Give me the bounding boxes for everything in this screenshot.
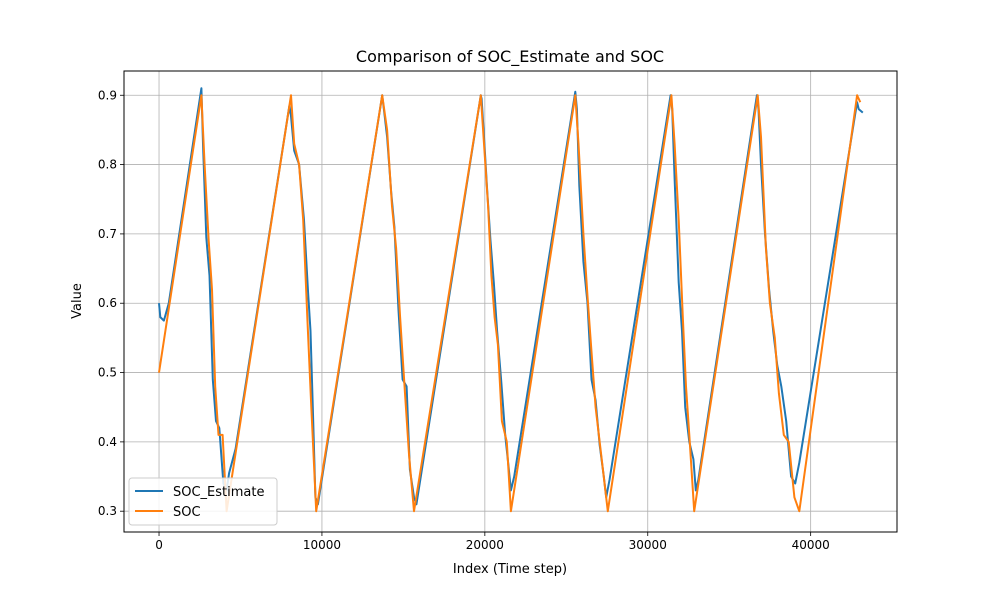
plot-frame bbox=[123, 70, 898, 533]
series-lines bbox=[158, 87, 864, 513]
y-tick-label: 0.8 bbox=[98, 158, 117, 172]
y-axis-label: Value bbox=[70, 283, 85, 319]
y-tick-label: 0.5 bbox=[98, 366, 117, 380]
x-tick-label: 40000 bbox=[792, 538, 830, 552]
legend: SOC_Estimate SOC bbox=[128, 477, 278, 526]
legend-label-soc-estimate: SOC_Estimate bbox=[173, 485, 264, 500]
y-tick-label: 0.3 bbox=[98, 504, 117, 518]
series-line-soc bbox=[158, 94, 862, 513]
x-tick-label: 0 bbox=[155, 538, 163, 552]
y-tick-label: 0.6 bbox=[98, 296, 117, 310]
chart-title: Comparison of SOC_Estimate and SOC bbox=[356, 47, 664, 67]
y-tick-label: 0.7 bbox=[98, 227, 117, 241]
x-axis-label: Index (Time step) bbox=[453, 562, 567, 577]
y-tick-label: 0.9 bbox=[98, 88, 117, 102]
x-tick-label: 20000 bbox=[466, 538, 504, 552]
legend-box bbox=[128, 477, 278, 526]
y-tick-label: 0.4 bbox=[98, 435, 117, 449]
x-tick-label: 10000 bbox=[303, 538, 341, 552]
x-tick-label: 30000 bbox=[629, 538, 667, 552]
legend-label-soc: SOC bbox=[173, 505, 201, 520]
axis-ticks: 0 10000 20000 30000 40000 0.3 0.4 0.5 0.6 0.7 0.8 0… bbox=[98, 88, 830, 552]
